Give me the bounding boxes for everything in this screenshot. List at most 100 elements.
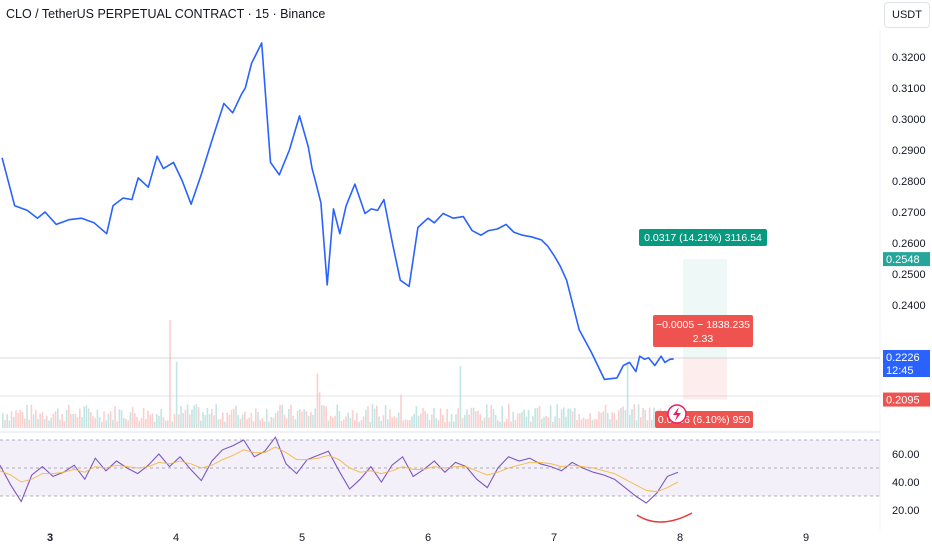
rsi-line[interactable] — [0, 436, 679, 504]
volume-bar — [395, 417, 398, 428]
volume-bar — [151, 413, 154, 428]
volume-bar — [596, 419, 598, 428]
volume-bar — [4, 419, 6, 428]
volume-bar — [171, 421, 173, 428]
price-tag-label: 0.2095 — [886, 395, 920, 407]
volume-bar — [105, 420, 107, 428]
volume-bar — [197, 407, 200, 428]
volume-bar — [46, 415, 48, 428]
volume-bar — [63, 421, 66, 428]
volume-bar — [545, 415, 547, 428]
target-label-box[interactable] — [639, 229, 767, 246]
volume-bar — [26, 405, 28, 428]
volume-bar — [525, 416, 528, 428]
volume-bar — [607, 412, 609, 428]
volume-bar — [186, 404, 189, 428]
volume-bar — [446, 408, 448, 428]
volume-bar — [347, 412, 349, 428]
price-tick-label: 0.3200 — [892, 52, 926, 64]
volume-bar — [631, 408, 633, 428]
volume-bar — [532, 416, 534, 428]
volume-bar — [259, 420, 261, 428]
volume-bar — [384, 404, 387, 428]
volume-bar — [285, 418, 288, 428]
volume-bar — [107, 413, 110, 428]
volume-bar — [50, 417, 52, 428]
volume-bar — [340, 421, 343, 428]
volume-bar — [442, 414, 444, 428]
target-label: 0.0317 (14.21%) 3116.54 — [644, 232, 762, 244]
price-tick-label: 0.2900 — [892, 145, 926, 157]
volume-bar — [32, 414, 35, 428]
last-price-tag — [883, 350, 930, 377]
volume-bar — [468, 414, 470, 428]
volume-bar — [312, 414, 314, 428]
volume-bar — [68, 404, 70, 428]
volume-bar — [554, 416, 556, 428]
volume-bar — [30, 404, 33, 428]
volume-bar — [367, 406, 369, 428]
volume-bar — [318, 392, 321, 428]
currency-button[interactable]: USDT — [884, 2, 930, 28]
volume-bar — [8, 420, 11, 428]
volume-bar — [261, 417, 264, 428]
volume-bar — [598, 411, 600, 428]
volume-bar — [43, 419, 46, 428]
volume-bar — [134, 413, 136, 428]
volume-bar — [448, 421, 451, 428]
volume-bar — [593, 418, 596, 428]
volume-bar — [303, 409, 305, 428]
time-tick-label: 6 — [425, 532, 431, 544]
volume-bar — [380, 420, 382, 428]
rsi-tick-label: 20.00 — [892, 505, 920, 517]
volume-bar — [637, 404, 640, 428]
volume-bar — [527, 410, 530, 428]
volume-bar — [543, 416, 545, 428]
volume-bar — [464, 415, 466, 428]
volume-bar — [180, 405, 182, 428]
volume-bar — [409, 420, 411, 428]
volume-bar — [233, 408, 235, 428]
volume-bars — [2, 320, 679, 428]
volume-bar — [633, 404, 635, 428]
rsi-ma-line[interactable] — [0, 446, 679, 493]
open-pnl-box[interactable] — [653, 315, 753, 347]
volume-bar — [615, 419, 618, 428]
volume-bar — [499, 421, 501, 428]
loss-zone[interactable] — [683, 357, 727, 400]
volume-bar — [567, 408, 569, 428]
volume-bar — [15, 410, 17, 428]
volume-bar — [402, 420, 404, 428]
volume-bar — [54, 411, 57, 428]
volume-bar — [19, 409, 22, 428]
price-series-line[interactable] — [1, 42, 674, 381]
volume-bar — [131, 406, 134, 428]
volume-bar — [494, 414, 497, 428]
volume-bar — [378, 416, 380, 428]
volume-bar — [415, 405, 418, 428]
volume-bar — [523, 409, 525, 428]
volume-bar — [244, 411, 246, 428]
volume-bar — [571, 411, 574, 428]
volume-bar — [640, 417, 642, 428]
volume-bar — [314, 408, 316, 428]
annotation-arc[interactable] — [636, 512, 693, 523]
price-tick-label: 0.2500 — [892, 269, 926, 281]
volume-bar — [13, 416, 15, 428]
volume-bar — [411, 416, 413, 428]
volume-bar — [41, 412, 44, 428]
volume-bar — [521, 411, 523, 428]
volume-bar — [444, 421, 446, 428]
volume-bar — [215, 404, 217, 428]
volume-bar — [490, 404, 492, 428]
volume-bar — [365, 409, 367, 428]
volume-bar — [602, 411, 605, 428]
volume-bar — [281, 404, 283, 428]
volume-bar — [600, 412, 602, 428]
volume-bar — [87, 408, 90, 428]
volume-bar — [323, 405, 325, 428]
volume-bar — [283, 414, 286, 428]
volume-bar — [140, 417, 143, 428]
volume-bar — [178, 414, 180, 428]
